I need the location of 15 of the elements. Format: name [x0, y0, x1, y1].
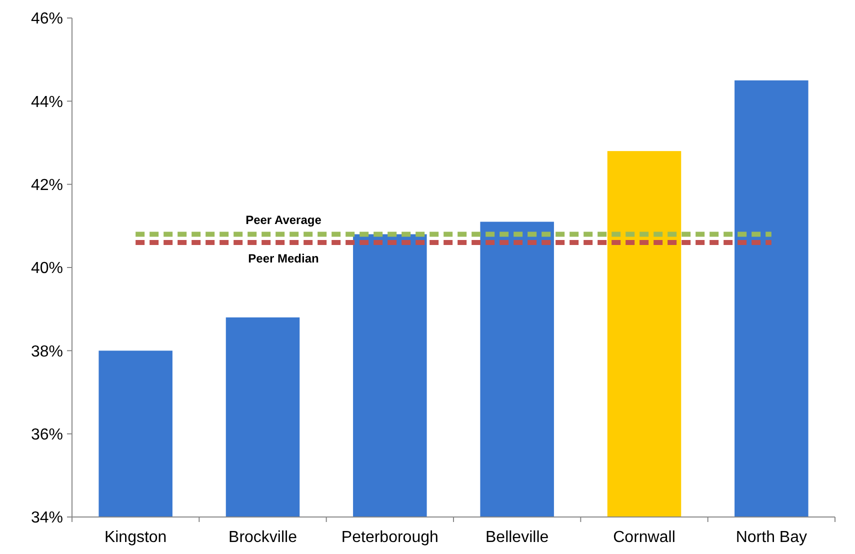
x-tick-label: Peterborough — [341, 529, 438, 546]
x-tick-label: Kingston — [104, 529, 167, 546]
x-tick-label: Belleville — [486, 529, 549, 546]
x-tick-label: Brockville — [228, 529, 298, 546]
y-tick-label: 34% — [30, 510, 63, 527]
y-tick-label: 38% — [30, 343, 63, 360]
y-tick-label: 42% — [30, 176, 63, 194]
y-tick-label: 36% — [30, 426, 63, 444]
y-tick-label: 46% — [30, 10, 63, 28]
y-tick-label: 40% — [30, 260, 63, 278]
x-tick-label: Cornwall — [613, 529, 676, 546]
x-tick-label: North Bay — [736, 529, 807, 546]
y-tick-label: 44% — [30, 94, 63, 111]
ref-line-label: Peer Median — [248, 252, 319, 266]
ref-line-label: Peer Average — [246, 213, 322, 228]
